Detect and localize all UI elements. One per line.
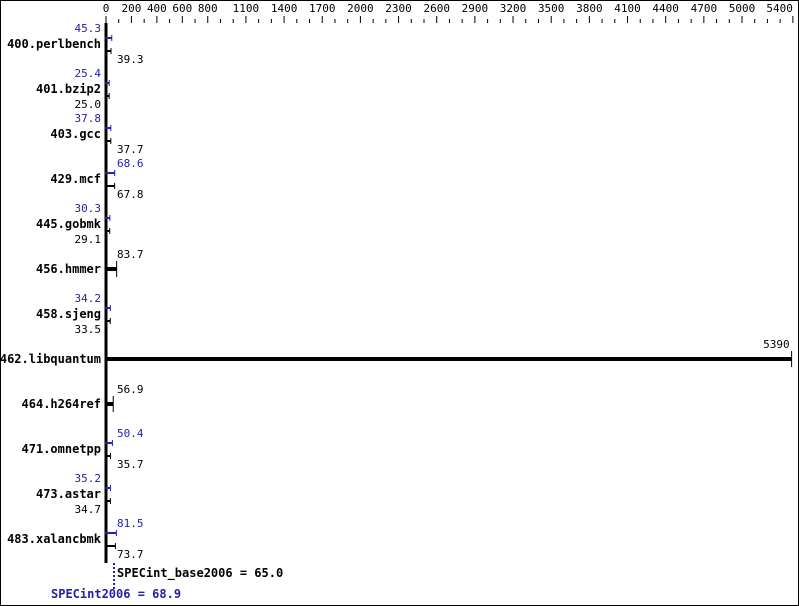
base-value-label: 34.7 [75,503,102,516]
tick-label: 5400 [766,2,793,15]
peak-value-label: 81.5 [117,517,144,530]
tick-label: 3800 [576,2,603,15]
benchmark-label: 401.bzip2 [36,82,101,96]
base-value-label: 73.7 [117,548,144,561]
benchmark-label: 483.xalancbmk [7,532,102,546]
base-value-label: 35.7 [117,458,144,471]
benchmark-label: 400.perlbench [7,37,101,51]
base-value-label: 33.5 [75,323,102,336]
peak-mean-label: SPECint2006 = 68.9 [51,587,181,601]
benchmark-label: 462.libquantum [1,352,101,366]
benchmark-label: 458.sjeng [36,307,101,321]
base-value-label: 83.7 [117,248,144,261]
benchmark-label: 464.h264ref [22,397,101,411]
tick-label: 3500 [538,2,565,15]
benchmark-label: 445.gobmk [36,217,102,231]
peak-value-label: 34.2 [75,292,102,305]
tick-label: 2300 [385,2,412,15]
peak-value-label: 50.4 [117,427,144,440]
base-value-label: 25.0 [75,98,102,111]
tick-label: 5000 [729,2,756,15]
peak-value-label: 25.4 [75,67,102,80]
benchmark-label: 403.gcc [50,127,101,141]
tick-label: 2900 [462,2,489,15]
tick-label: 0 [103,2,110,15]
peak-value-label: 35.2 [75,472,102,485]
tick-label: 1100 [233,2,260,15]
tick-label: 4700 [691,2,718,15]
tick-label: 4100 [614,2,641,15]
peak-value-label: 45.3 [75,22,102,35]
tick-label: 1700 [309,2,336,15]
tick-label: 2000 [347,2,374,15]
benchmark-label: 429.mcf [50,172,101,186]
benchmark-label: 473.astar [36,487,101,501]
base-value-label: 56.9 [117,383,144,396]
tick-label: 1400 [271,2,298,15]
tick-label: 3200 [500,2,527,15]
tick-label: 200 [122,2,142,15]
base-value-label: 37.7 [117,143,144,156]
tick-label: 400 [147,2,167,15]
tick-label: 4400 [652,2,679,15]
base-mean-label: SPECint_base2006 = 65.0 [117,566,283,581]
peak-value-label: 37.8 [75,112,102,125]
peak-value-label: 68.6 [117,157,144,170]
base-value-label: 5390 [763,338,790,351]
base-value-label: 39.3 [117,53,144,66]
benchmark-label: 471.omnetpp [22,442,101,456]
peak-value-label: 30.3 [75,202,102,215]
tick-label: 800 [198,2,218,15]
tick-label: 600 [172,2,192,15]
benchmark-label: 456.hmmer [36,262,101,276]
base-value-label: 29.1 [75,233,102,246]
tick-label: 2600 [423,2,450,15]
base-value-label: 67.8 [117,188,144,201]
